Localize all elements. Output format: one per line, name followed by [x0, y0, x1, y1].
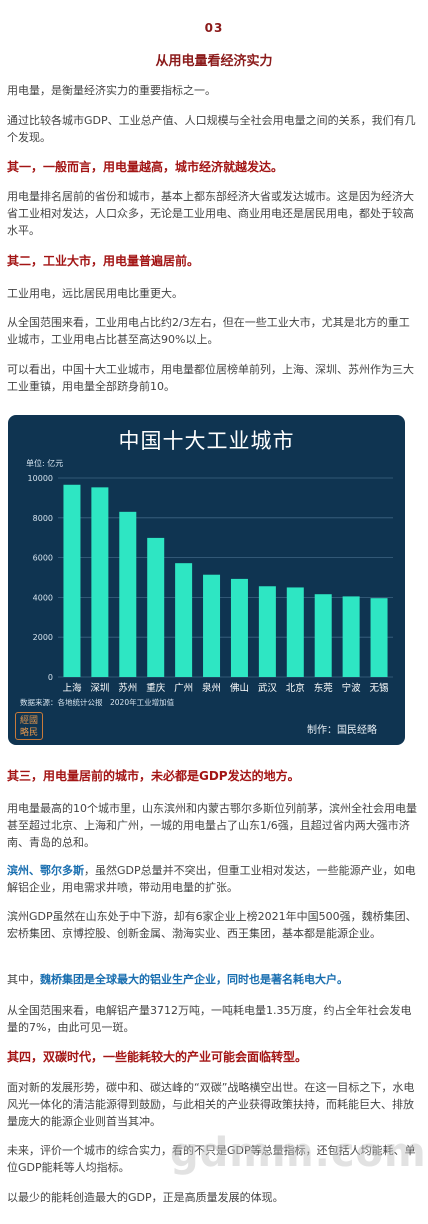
bar-0	[63, 484, 81, 677]
paragraph: 滨州GDP虽然在山东处于中下游，却有6家企业上榜2021年中国500强，魏桥集团…	[7, 910, 417, 940]
x-tick-label: 宁波	[342, 682, 362, 694]
paragraph: 通过比较各城市GDP、工业总产值、人口规模与全社会用电量之间的关系，我们有几个发…	[7, 114, 416, 144]
x-tick-label: 北京	[286, 682, 305, 694]
y-axis-unit: 单位: 亿元	[26, 459, 64, 468]
bar-4	[175, 563, 193, 677]
bar-7	[258, 586, 276, 677]
bar-6	[230, 578, 248, 677]
y-tick-label: 10000	[28, 474, 53, 483]
bar-1	[91, 487, 109, 677]
subheading: 其三，用电量居前的城市，未必都是GDP发达的地方。	[7, 769, 300, 783]
x-tick-label: 无锡	[370, 682, 389, 694]
x-tick-label: 重庆	[146, 682, 166, 694]
chart-card: 中国十大工业城市 单位: 亿元 0 2000 4000 6000 8000 10000 上海…	[8, 415, 405, 745]
bar-3	[147, 537, 165, 677]
paragraph: 从全国范围来看，电解铝产量3712万吨，一吨耗电量1.35万度，约占全年社会发电…	[7, 1004, 412, 1034]
paragraph: 其中，魏桥集团是全球最大的铝业生产企业，同时也是著名耗电大户。	[7, 971, 417, 988]
brand-logo: 經國 略民	[15, 712, 43, 740]
chart-credit: 制作：国民经略	[307, 725, 377, 736]
paragraph: 工业用电，远比居民用电比重更大。	[7, 287, 183, 300]
bar-8	[286, 587, 304, 677]
bar-10	[342, 596, 360, 677]
paragraph: 用电量最高的10个城市里，山东滨州和内蒙古鄂尔多斯位列前茅，滨州全社会用电量甚至…	[7, 802, 417, 849]
subheading: 其一，一般而言，用电量越高，城市经济就越发达。	[7, 160, 284, 174]
y-tick-label: 2000	[33, 633, 53, 642]
bar-2	[119, 511, 137, 677]
x-tick-label: 武汉	[258, 682, 278, 694]
y-tick-label: 0	[48, 673, 53, 682]
y-tick-label: 6000	[33, 554, 53, 563]
paragraph-text: ，虽然GDP总量并不突出，但重工业相对发达，一些能源产业，如电解铝企业，用电需求…	[7, 864, 416, 894]
bar-11	[370, 598, 388, 677]
paragraph: 滨州、鄂尔多斯，虽然GDP总量并不突出，但重工业相对发达，一些能源产业，如电解铝…	[7, 862, 417, 896]
x-tick-label: 上海	[62, 682, 82, 694]
x-tick-label: 广州	[174, 682, 193, 694]
x-tick-label: 佛山	[230, 682, 249, 694]
paragraph: 未来，评价一个城市的综合实力，看的不只是GDP等总量指标，还包括人均能耗、单位G…	[7, 1144, 416, 1174]
paragraph: 以最少的能耗创造最大的GDP，正是高质量发展的体现。	[7, 1191, 284, 1204]
x-tick-label: 泉州	[202, 682, 221, 694]
paragraph: 面对新的发展形势，碳中和、碳达峰的“双碳”战略横空出世。在这一目标之下，水电风光…	[7, 1081, 415, 1128]
x-tick-label: 深圳	[90, 683, 109, 694]
paragraph: 用电量排名居前的省份和城市，基本上都东部经济大省或发达城市。这是因为经济大省工业…	[7, 190, 414, 237]
highlighted-cities: 滨州、鄂尔多斯	[7, 864, 84, 877]
bar-chart: 0 2000 4000 6000 8000 10000 上海 深圳 苏州 重庆 广州 泉州 佛山 武汉 北京…	[28, 474, 393, 694]
paragraph: 可以看出，中国十大工业城市，用电量都位居榜单前列，上海、深圳、苏州作为三大工业重…	[7, 363, 414, 393]
bar-5	[203, 574, 221, 677]
subheading: 其四，双碳时代，一些能耗较大的产业可能会面临转型。	[7, 1050, 308, 1064]
section-title: 从用电量看经济实力	[155, 54, 273, 69]
section-number: 03	[204, 21, 224, 35]
paragraph: 用电量，是衡量经济实力的重要指标之一。	[7, 84, 216, 97]
highlighted-text: 魏桥集团是全球最大的铝业生产企业，同时也是著名耗电大户。	[40, 973, 348, 986]
y-tick-label: 4000	[33, 593, 53, 602]
bar-9	[314, 594, 332, 677]
watermark: gdmm.com	[170, 1130, 427, 1176]
subheading: 其二，工业大市，用电量普遍居前。	[7, 254, 200, 268]
x-tick-label: 东莞	[314, 682, 334, 694]
paragraph-text: 其中，	[7, 973, 40, 986]
chart-source: 数据来源：各地统计公报 2020年工业增加值	[20, 698, 175, 707]
chart-title: 中国十大工业城市	[118, 429, 295, 453]
x-tick-label: 苏州	[118, 682, 137, 694]
paragraph: 从全国范围来看，工业用电占比约2/3左右，但在一些工业大市，尤其是北方的重工业城…	[7, 316, 410, 346]
y-tick-label: 8000	[33, 514, 53, 523]
